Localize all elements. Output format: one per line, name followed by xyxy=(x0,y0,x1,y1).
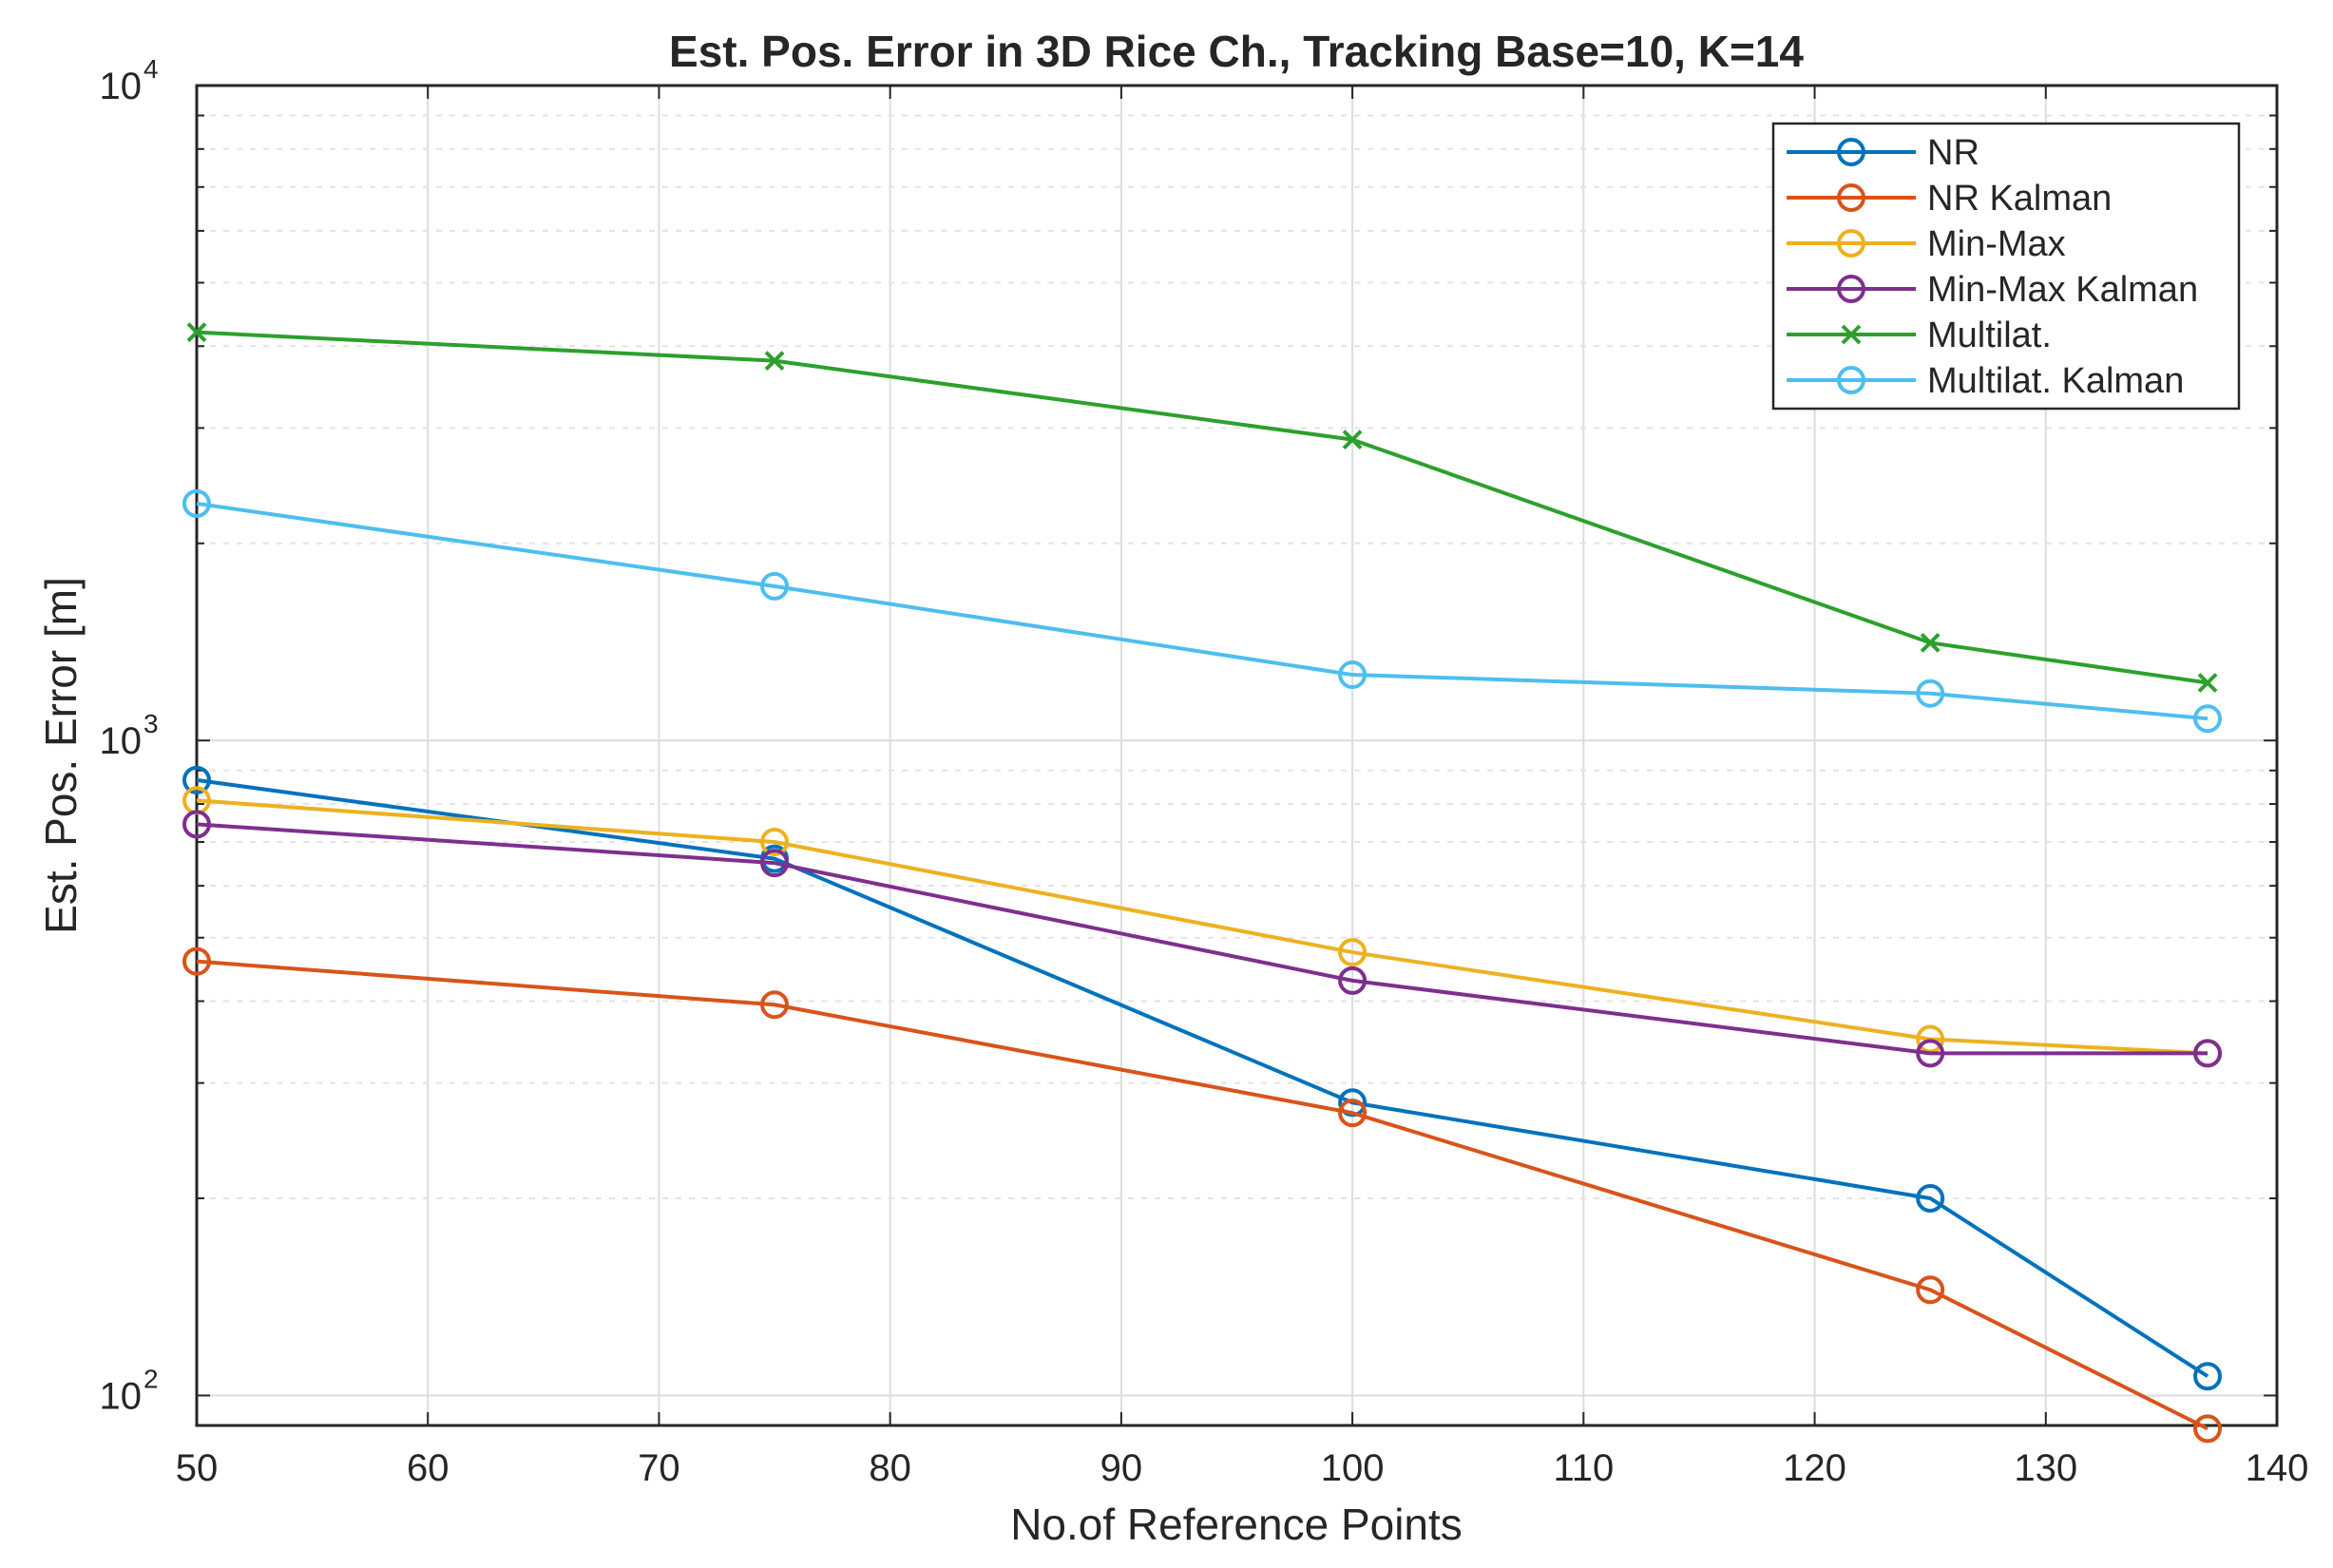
series-line xyxy=(196,777,2209,1378)
data-point-circle-marker xyxy=(760,990,790,1020)
y-tick-exponent: 4 xyxy=(143,54,159,84)
data-point-x-marker xyxy=(1342,430,1363,450)
legend-label: NR Kalman xyxy=(1927,179,2112,219)
series-multilat-kalman xyxy=(182,488,2223,734)
y-tick-exponent: 3 xyxy=(143,709,159,738)
data-point-circle-marker xyxy=(1916,679,1945,708)
data-point-circle-marker xyxy=(1916,1275,1945,1305)
series-line xyxy=(196,501,2209,721)
y-tick-label: 10 2 xyxy=(100,1364,159,1417)
series-nr xyxy=(182,765,2223,1391)
data-point-x-marker xyxy=(2197,673,2218,693)
x-tick-label: 110 xyxy=(1553,1447,1614,1489)
legend-item: NR Kalman xyxy=(1787,179,2112,219)
series-multilat xyxy=(186,322,2218,693)
x-tick-label: 100 xyxy=(1321,1447,1385,1489)
data-point-circle-marker xyxy=(1916,1183,1945,1213)
x-tick-label: 60 xyxy=(407,1447,449,1489)
series-line xyxy=(196,959,2209,1431)
x-tick-label: 130 xyxy=(2014,1447,2077,1489)
x-tick-label: 140 xyxy=(2246,1447,2309,1489)
legend-label: Min-Max xyxy=(1927,224,2066,264)
legend-circle-marker xyxy=(1837,138,1865,166)
data-point-circle-marker xyxy=(1916,1039,1945,1068)
data-point-circle-marker xyxy=(760,849,790,878)
x-tick-label: 120 xyxy=(1783,1447,1846,1489)
data-point-circle-marker xyxy=(1338,1099,1367,1128)
legend-circle-marker xyxy=(1837,275,1865,303)
data-point-x-marker xyxy=(764,351,785,372)
series-line xyxy=(196,798,2209,1056)
legend-item: Multilat. Kalman xyxy=(1787,361,2184,401)
y-tick-base: 10 xyxy=(100,1375,143,1417)
legend-circle-marker xyxy=(1837,183,1865,212)
legend-x-marker xyxy=(1841,324,1862,345)
series-nr-kalman xyxy=(182,947,2223,1444)
series-line xyxy=(196,822,2209,1056)
data-point-circle-marker xyxy=(1338,966,1367,995)
series-min-max xyxy=(182,786,2223,1068)
data-point-circle-marker xyxy=(182,810,211,839)
x-tick-label: 70 xyxy=(638,1447,680,1489)
data-point-circle-marker xyxy=(1338,660,1367,690)
data-point-circle-marker xyxy=(1338,938,1367,967)
legend-item: NR xyxy=(1787,133,1979,173)
plot-area-frame xyxy=(195,84,2279,1427)
data-point-circle-marker xyxy=(2193,1414,2223,1444)
legend-item: Min-Max Kalman xyxy=(1787,270,2198,310)
data-point-x-marker xyxy=(1920,632,1941,653)
series-min-max-kalman xyxy=(182,810,2223,1068)
y-tick-label: 10 4 xyxy=(100,54,159,107)
chart-title: Est. Pos. Error in 3D Rice Ch., Tracking… xyxy=(669,27,1804,76)
data-point-circle-marker xyxy=(182,488,211,518)
data-point-circle-marker xyxy=(2193,1362,2223,1391)
x-tick-label: 50 xyxy=(176,1447,219,1489)
data-point-circle-marker xyxy=(760,571,790,601)
y-tick-exponent: 2 xyxy=(143,1364,159,1393)
series-group xyxy=(182,322,2223,1444)
y-axis-label: Est. Pos. Error [m] xyxy=(36,577,86,934)
data-point-circle-marker xyxy=(1338,1088,1367,1118)
y-tick-base: 10 xyxy=(100,720,143,762)
legend-item: Min-Max xyxy=(1787,224,2066,264)
data-point-circle-marker xyxy=(182,765,211,794)
legend-label: NR xyxy=(1927,133,1979,173)
x-axis-label: No.of Reference Points xyxy=(1010,1500,1463,1549)
data-point-circle-marker xyxy=(182,947,211,976)
data-point-circle-marker xyxy=(2193,1039,2223,1068)
data-point-x-marker xyxy=(186,322,207,343)
data-point-circle-marker xyxy=(760,827,790,856)
legend-circle-marker xyxy=(1837,366,1865,394)
legend-label: Min-Max Kalman xyxy=(1927,270,2198,310)
legend-item: Multilat. xyxy=(1787,316,2052,355)
y-tick-label: 10 3 xyxy=(100,709,159,762)
legend-circle-marker xyxy=(1837,229,1865,258)
legend-label: Multilat. Kalman xyxy=(1927,361,2184,401)
legend: NR NR Kalman Min-Max Min-Max Kalman Multilat… xyxy=(1771,122,2241,411)
x-tick-label: 80 xyxy=(869,1447,911,1489)
legend-label: Multilat. xyxy=(1927,316,2052,355)
x-tick-label: 90 xyxy=(1100,1447,1143,1489)
legend-box xyxy=(1771,122,2241,411)
y-tick-base: 10 xyxy=(100,66,143,107)
data-point-circle-marker xyxy=(2193,704,2223,734)
